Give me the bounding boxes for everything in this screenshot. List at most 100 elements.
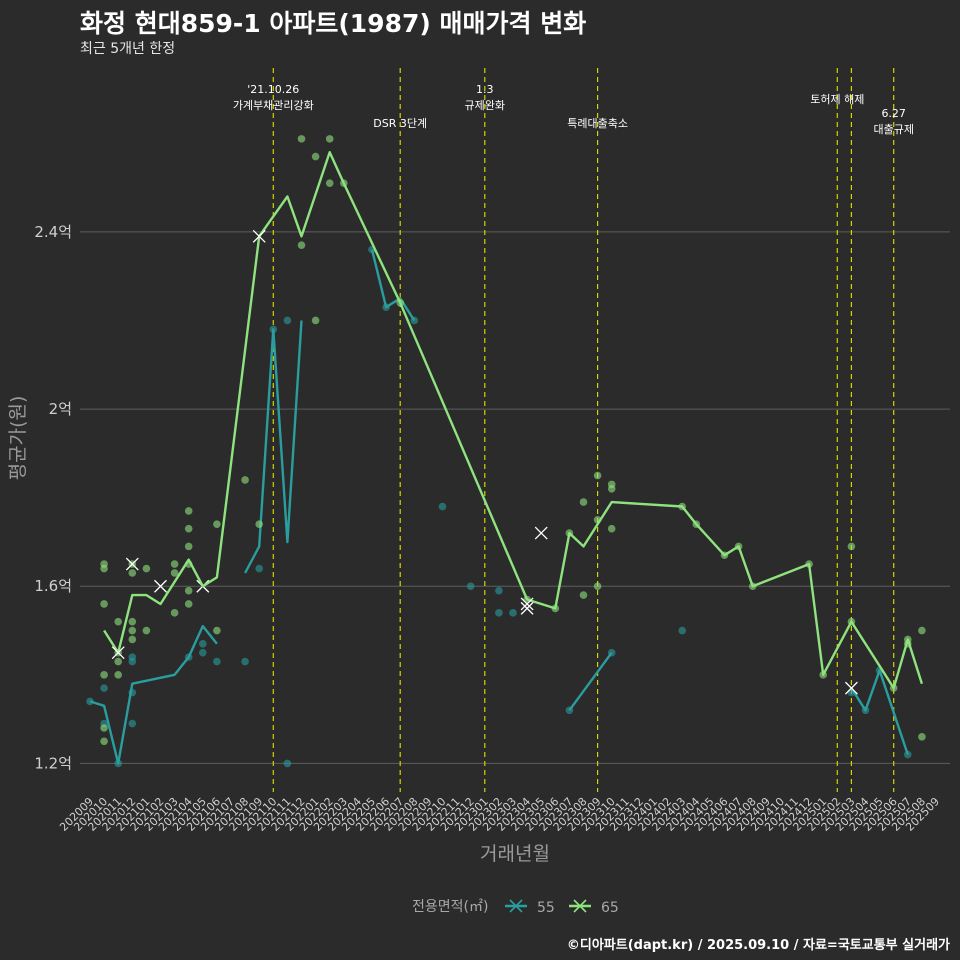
legend-marker: [573, 899, 587, 913]
legend-items: 55 65: [505, 899, 619, 916]
event-label: '21.10.26: [247, 83, 299, 96]
data-point: [213, 657, 221, 666]
data-point: [170, 560, 179, 568]
data-point: [495, 609, 503, 617]
data-point: [325, 135, 334, 143]
legend: 전용면적(㎡) 55 65: [412, 899, 619, 916]
data-point: [607, 524, 616, 533]
cross-marker: [520, 601, 534, 615]
cross-marker: [111, 646, 125, 660]
y-tick-label: 1.2억: [34, 754, 72, 772]
data-point: [241, 476, 249, 484]
series-line: [568, 651, 613, 712]
series-line: [370, 249, 416, 322]
data-point: [100, 564, 108, 573]
data-point: [255, 520, 263, 529]
data-point: [199, 640, 207, 648]
data-point: [114, 671, 122, 679]
data-point: [593, 471, 602, 480]
data-point: [918, 626, 926, 635]
chart-subtitle: 최근 5개년 한정: [80, 41, 176, 57]
data-point: [128, 626, 137, 635]
data-point: [128, 719, 137, 728]
gridlines: [80, 231, 950, 764]
data-point: [495, 586, 503, 595]
legend-marker: [509, 899, 523, 913]
series-line: [103, 151, 924, 690]
data-point: [128, 569, 137, 577]
data-point: [100, 724, 108, 732]
data-point: [170, 569, 179, 577]
cross-marker: [154, 579, 167, 593]
legend-label: 55: [537, 900, 555, 916]
data-point: [509, 609, 517, 617]
data-point: [142, 564, 151, 573]
y-axis-ticks: 1.2억 1.6억 2억 2.4억: [34, 223, 72, 773]
data-point: [128, 635, 137, 644]
data-point: [199, 648, 207, 657]
data-point: [311, 316, 320, 325]
cross-marker: [844, 681, 858, 695]
x-axis-ticks: 2020092020102020112020122021012021022021…: [57, 795, 942, 834]
data-point: [579, 591, 588, 599]
data-point: [184, 600, 193, 608]
y-tick-label: 2.4억: [34, 223, 72, 241]
event-label: DSR 3단계: [373, 117, 427, 130]
data-point: [142, 626, 151, 635]
data-point: [297, 241, 306, 249]
data-point: [128, 617, 137, 626]
data-point: [100, 600, 108, 608]
y-axis-title: 평균가(원): [7, 396, 29, 481]
data-point: [579, 498, 588, 506]
legend-label: 65: [601, 900, 619, 916]
cross-marker: [125, 557, 139, 571]
event-label: 대출규제: [873, 123, 913, 136]
data-point: [311, 152, 320, 161]
data-point: [184, 524, 193, 533]
data-point: [283, 759, 292, 768]
data-point: [184, 542, 193, 551]
data-point: [438, 502, 447, 511]
data-point: [678, 626, 686, 635]
data-point: [918, 733, 926, 741]
event-label: 토허제 해제: [810, 92, 864, 106]
x-axis-title: 거래년월: [480, 843, 550, 865]
event-label: 1.3: [476, 83, 494, 96]
cross-marker: [534, 526, 548, 540]
event-label: 6.27: [881, 107, 906, 120]
cross-marker: [252, 229, 266, 243]
data-point: [213, 626, 221, 635]
data-point: [213, 520, 221, 529]
data-point: [128, 653, 137, 661]
data-point: [170, 609, 179, 617]
series-65: [100, 135, 926, 746]
series-line: [89, 624, 218, 765]
data-point: [297, 135, 306, 143]
data-point: [255, 564, 263, 573]
event-label: 가계부채관리강화: [233, 99, 314, 112]
data-point: [847, 542, 856, 551]
series-55: [86, 245, 912, 768]
data-point: [241, 657, 249, 666]
data-point: [114, 657, 122, 666]
legend-title: 전용면적(㎡): [412, 899, 488, 915]
data-point: [325, 179, 334, 187]
data-point: [184, 586, 193, 595]
data-point: [114, 617, 122, 626]
event-label: 특례대출축소: [567, 117, 628, 130]
y-tick-label: 2억: [49, 400, 72, 418]
event-label: 규제완화: [465, 99, 505, 112]
cross-marker: [520, 597, 534, 611]
data-point: [466, 582, 475, 591]
series-group: [86, 135, 926, 768]
data-point: [100, 684, 108, 692]
chart-title: 화정 현대859-1 아파트(1987) 매매가격 변화: [80, 9, 587, 38]
data-point: [593, 582, 602, 591]
data-point: [607, 480, 616, 489]
source-caption: ©디아파트(dapt.kr) / 2025.09.10 / 자료=국토교통부 실…: [566, 938, 950, 953]
series-line: [244, 320, 303, 574]
data-point: [283, 316, 292, 325]
y-tick-label: 1.6억: [34, 577, 72, 595]
